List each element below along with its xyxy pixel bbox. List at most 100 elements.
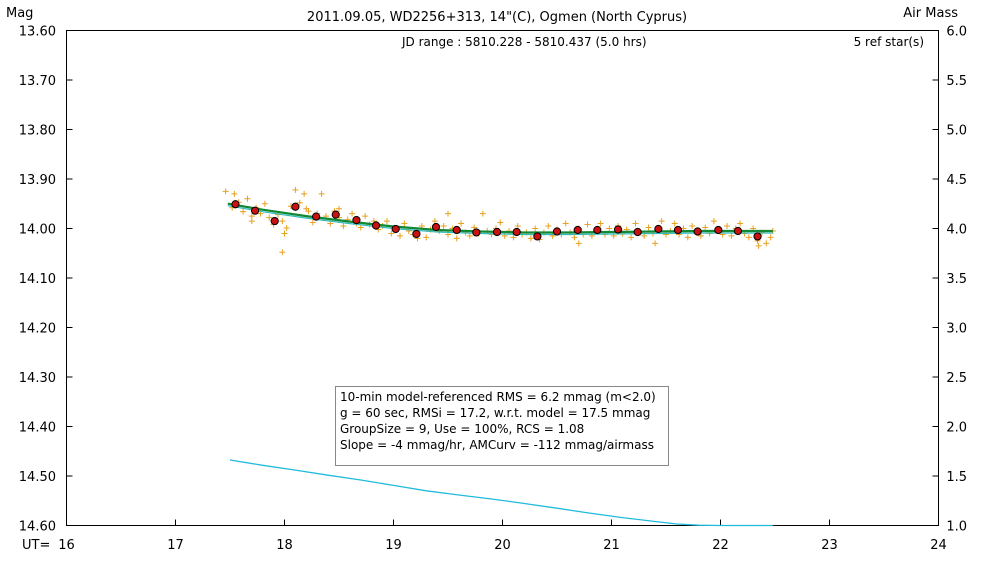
individual-point	[606, 225, 613, 232]
individual-point	[689, 223, 696, 230]
stats-line-2: g = 60 sec, RMSi = 17.2, w.r.t. model = …	[340, 406, 650, 420]
individual-point	[767, 234, 774, 241]
airmass-curve	[229, 459, 773, 527]
individual-point	[684, 234, 691, 241]
group-average-point	[431, 222, 441, 232]
individual-point	[240, 208, 247, 215]
individual-point	[261, 200, 268, 207]
group-average-point	[693, 227, 702, 236]
x-tick-label: 20	[494, 538, 511, 553]
individual-point	[737, 220, 744, 227]
individual-point	[458, 220, 465, 227]
individual-point	[349, 210, 356, 217]
y-right-tick-label: 4.5	[946, 173, 967, 188]
group-average-point	[654, 224, 663, 234]
individual-point	[724, 223, 731, 230]
individual-point	[405, 227, 412, 234]
individual-point	[562, 220, 569, 227]
group-average-point	[452, 225, 461, 235]
individual-point	[292, 186, 299, 193]
y-right-tick-label: 4.0	[946, 223, 967, 238]
individual-point	[423, 234, 430, 241]
individual-point	[340, 223, 347, 230]
y-right-axis-label: Air Mass	[903, 6, 958, 21]
individual-point	[702, 224, 709, 231]
group-average-point	[673, 225, 683, 235]
y-right-tick-label: 5.0	[946, 124, 967, 139]
y-right-tick-label: 1.0	[946, 520, 967, 535]
individual-point	[266, 214, 273, 221]
individual-point	[296, 199, 303, 206]
group-average-point	[512, 227, 521, 237]
individual-point	[545, 223, 552, 230]
individual-point	[401, 220, 408, 227]
individual-point	[279, 249, 286, 256]
individual-point	[479, 210, 486, 217]
jd-range-label: JD range : 5810.228 - 5810.437 (5.0 hrs)	[401, 35, 647, 49]
y-left-tick-label: 13.60	[19, 25, 56, 40]
individual-point	[745, 234, 752, 241]
y-left-tick-label: 13.90	[19, 173, 56, 188]
group-average-point	[331, 210, 340, 219]
individual-point	[248, 218, 255, 225]
x-tick-label: 21	[603, 538, 620, 553]
individual-point	[510, 234, 517, 241]
group-average-point	[472, 228, 481, 237]
individual-point	[303, 205, 310, 212]
individual-point	[575, 240, 582, 247]
group-average-point	[633, 227, 642, 237]
y-left-tick-label: 13.80	[19, 124, 56, 139]
individual-point	[658, 218, 665, 225]
x-tick-label: 24	[930, 538, 947, 553]
y-right-tick-label: 6.0	[946, 25, 967, 40]
x-tick-label: 18	[276, 538, 293, 553]
stats-box	[335, 386, 669, 466]
individual-point	[309, 219, 316, 226]
group-average-point	[250, 206, 260, 215]
individual-point	[279, 218, 286, 225]
individual-point	[710, 218, 717, 225]
individual-point	[645, 224, 652, 231]
y-left-tick-label: 13.70	[19, 74, 56, 89]
group-average-point	[533, 232, 542, 241]
group-average-point	[593, 225, 602, 235]
individual-point	[318, 190, 325, 197]
y-right-tick-label: 3.5	[946, 272, 967, 287]
y-left-tick-label: 14.50	[19, 470, 56, 485]
individual-point	[652, 240, 659, 247]
group-average-point	[391, 224, 400, 234]
group-average-point	[753, 232, 762, 241]
group-average-point	[613, 225, 623, 234]
y-right-tick-label: 5.5	[946, 74, 967, 89]
individual-point	[632, 220, 639, 227]
individual-point	[628, 234, 635, 241]
y-left-tick-label: 14.40	[19, 421, 56, 436]
individual-point	[244, 195, 251, 202]
individual-point	[440, 223, 447, 230]
individual-point	[671, 220, 678, 227]
individual-point	[445, 210, 451, 217]
group-average-point	[270, 216, 279, 226]
individual-point	[763, 240, 770, 247]
individual-point	[336, 205, 342, 212]
y-right-tick-label: 3.0	[946, 322, 967, 337]
x-axis-prefix: UT=	[22, 538, 50, 553]
individual-point	[362, 213, 369, 220]
stats-line-1: 10-min model-referenced RMS = 6.2 mmag (…	[340, 390, 656, 404]
individual-point	[383, 218, 390, 225]
individual-point	[497, 219, 504, 226]
y-left-tick-label: 14.20	[19, 322, 56, 337]
ref-stars-label: 5 ref star(s)	[854, 35, 924, 49]
group-average-point	[352, 215, 361, 225]
individual-point	[388, 230, 395, 237]
x-tick-label: 23	[821, 538, 838, 553]
y-right-tick-label: 1.5	[946, 470, 967, 485]
group-average-point	[412, 229, 421, 239]
group-average-point	[231, 200, 240, 209]
y-right-tick-label: 2.5	[946, 371, 967, 386]
group-average-point	[291, 202, 300, 211]
y-left-tick-label: 14.00	[19, 223, 56, 238]
group-average-points	[231, 200, 762, 241]
stats-line-3: GroupSize = 9, Use = 100%, RCS = 1.08	[340, 422, 584, 436]
